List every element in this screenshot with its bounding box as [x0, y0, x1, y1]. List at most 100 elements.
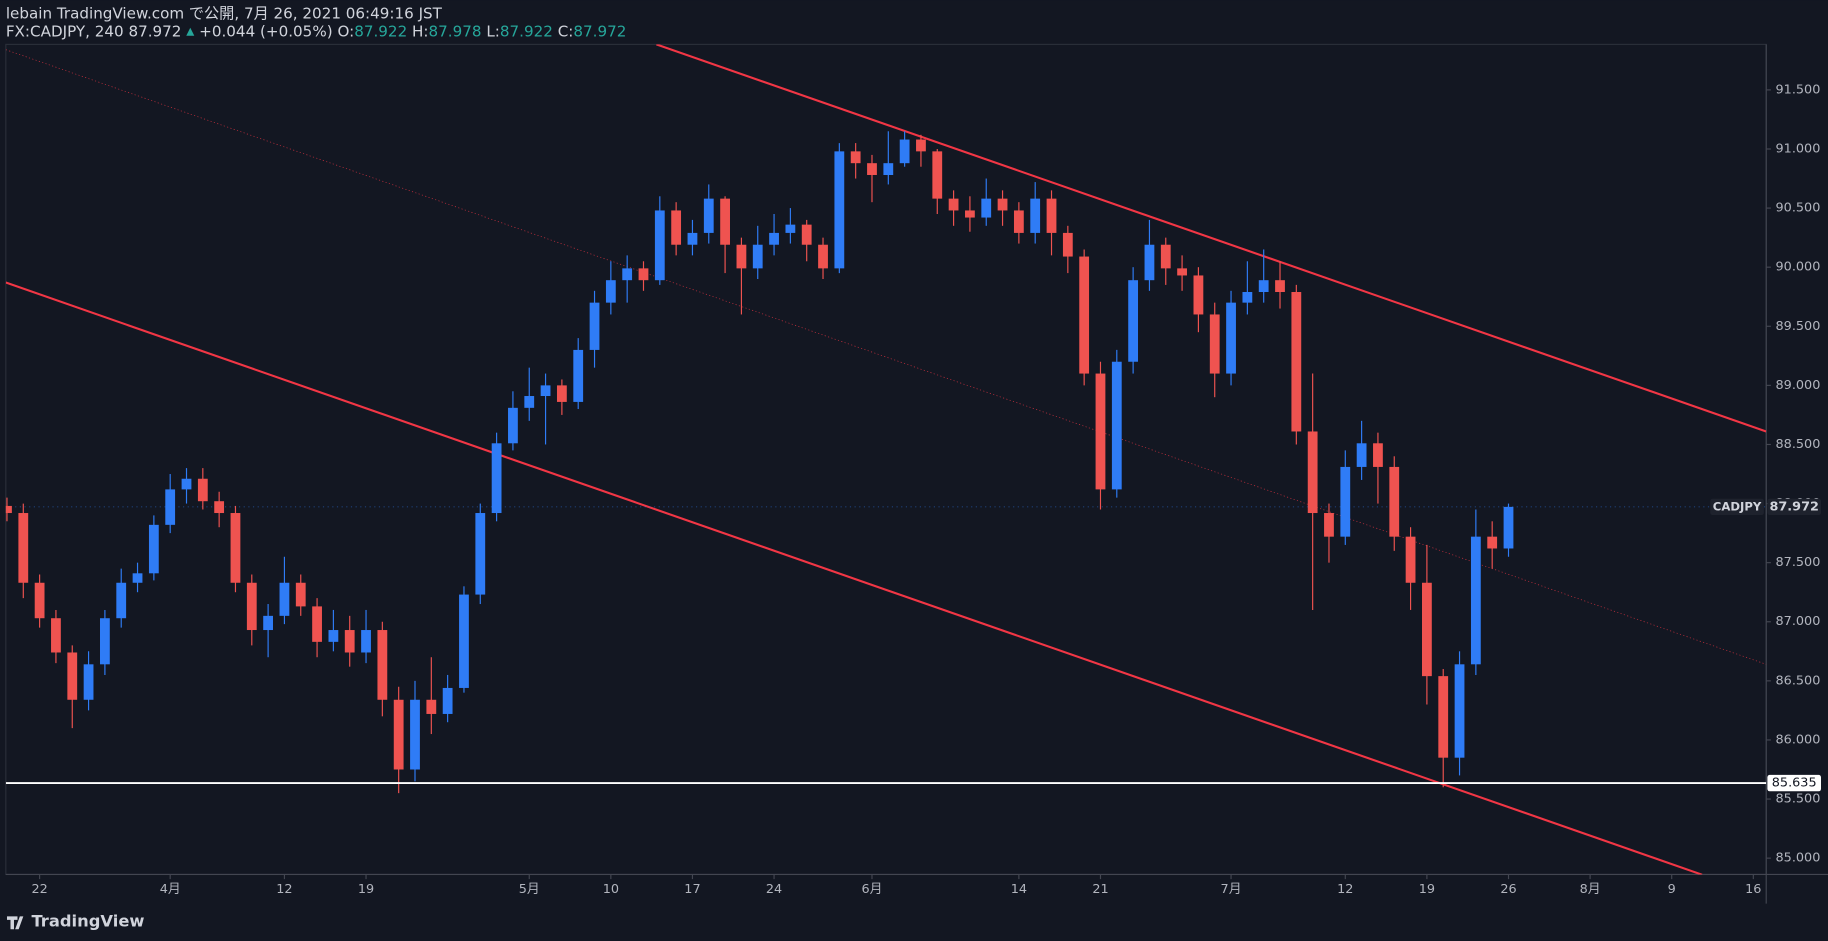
x-tick-label: 10 — [603, 882, 619, 897]
logo: TradingView — [6, 912, 144, 931]
candle-body — [361, 630, 371, 653]
x-tick-label: 8月 — [1580, 882, 1601, 897]
candle-body — [230, 513, 241, 583]
candle-body — [785, 224, 796, 233]
candle-body — [769, 232, 779, 245]
x-tick-label: 12 — [1337, 882, 1353, 897]
candle-body — [410, 699, 420, 770]
y-tick-label: 87.500 — [1776, 555, 1821, 570]
candle-body — [1160, 244, 1171, 269]
candle-body — [850, 151, 861, 164]
candle-body — [132, 573, 143, 583]
candle-body — [295, 582, 306, 607]
low-value: 87.922 — [500, 22, 553, 40]
publisher: lebain TradingView.com で公開, 7月 26, 2021 … — [6, 5, 443, 23]
x-tick-label: 19 — [358, 882, 374, 897]
y-tick-label: 90.500 — [1776, 201, 1821, 216]
candle-body — [475, 513, 486, 595]
candle-body — [508, 407, 518, 444]
candle-body — [752, 244, 763, 269]
candle-body — [834, 151, 845, 269]
candle-body — [1062, 232, 1073, 257]
change: +0.044 (+0.05%) — [199, 22, 332, 40]
y-tick-label: 86.500 — [1776, 673, 1821, 688]
close-value: 87.972 — [573, 22, 626, 40]
symbol: FX:CADJPY, 240 87.972 — [6, 22, 182, 40]
candle-body — [5, 505, 12, 514]
candle-body — [1307, 431, 1318, 514]
candle-body — [1487, 536, 1498, 549]
candle-body — [997, 198, 1008, 211]
candle-body — [279, 582, 290, 616]
candle-body — [965, 210, 975, 218]
candle-body — [51, 618, 61, 653]
open-label: O: — [337, 22, 354, 40]
y-tick-label: 90.000 — [1776, 260, 1821, 275]
candle-body — [148, 524, 159, 574]
x-tick-label: 21 — [1092, 882, 1108, 897]
candle-body — [1405, 536, 1416, 583]
candle-body — [654, 210, 665, 281]
candle-body — [491, 443, 502, 514]
arrow: ▲ — [186, 26, 195, 38]
candle-body — [1095, 373, 1106, 490]
candle-body — [1226, 302, 1236, 374]
candle-body — [1340, 466, 1351, 537]
candle-body — [377, 630, 388, 700]
last-price-box — [1767, 498, 1822, 516]
candle-body — [981, 198, 992, 218]
candle-body — [720, 198, 730, 245]
trendline — [656, 44, 1767, 433]
y-tick-label: 85.000 — [1776, 851, 1821, 866]
low-label: L: — [486, 22, 500, 40]
candle-body — [197, 478, 208, 502]
candle-body — [100, 618, 110, 665]
candle-body — [1111, 361, 1122, 490]
x-tick-label: 14 — [1011, 882, 1027, 897]
y-tick-label: 91.000 — [1776, 141, 1821, 156]
plot — [5, 44, 1767, 875]
candle-body — [622, 268, 633, 281]
candle-body — [116, 582, 127, 619]
candle-body — [1470, 536, 1481, 665]
candle-body — [181, 478, 192, 490]
candle-body — [573, 349, 584, 402]
candle-body — [1373, 443, 1383, 467]
x-tick-label: 24 — [766, 882, 782, 897]
candle-body — [687, 232, 698, 245]
candle-body — [867, 163, 877, 175]
candle-body — [948, 198, 959, 211]
candle-body — [1389, 466, 1400, 537]
candle-body — [524, 396, 535, 408]
open-value: 87.922 — [354, 22, 407, 40]
x-tick-label: 5月 — [519, 882, 540, 897]
y-tick-label: 91.500 — [1776, 82, 1821, 97]
candle-body — [1144, 244, 1155, 281]
x-tick-label: 6月 — [862, 882, 883, 897]
level-label-box — [1767, 774, 1822, 792]
candle-body — [1258, 280, 1269, 293]
candle-body — [34, 582, 45, 619]
close-label: C: — [558, 22, 574, 40]
legend-line: FX:CADJPY, 240 87.972 ▲ +0.044 (+0.05%) … — [6, 22, 627, 40]
candle-body — [328, 630, 339, 642]
level-label: 85.635 — [1772, 776, 1817, 791]
candle-body — [605, 280, 616, 303]
candle-body — [1503, 506, 1514, 549]
candle-body — [1356, 443, 1367, 467]
candle-body — [899, 139, 910, 164]
candle-body — [556, 385, 567, 402]
candle-body — [916, 139, 926, 152]
last-price-label: 87.972 — [1769, 499, 1818, 514]
x-tick-label: 12 — [276, 882, 292, 897]
candle-body — [1013, 210, 1024, 233]
candle-body — [932, 151, 943, 199]
y-tick-label: 88.500 — [1776, 437, 1821, 452]
candle-body — [671, 210, 682, 245]
candle-body — [214, 501, 225, 514]
x-tick-label: 7月 — [1221, 882, 1242, 897]
candle-body — [801, 224, 812, 245]
high-label: H: — [412, 22, 428, 40]
